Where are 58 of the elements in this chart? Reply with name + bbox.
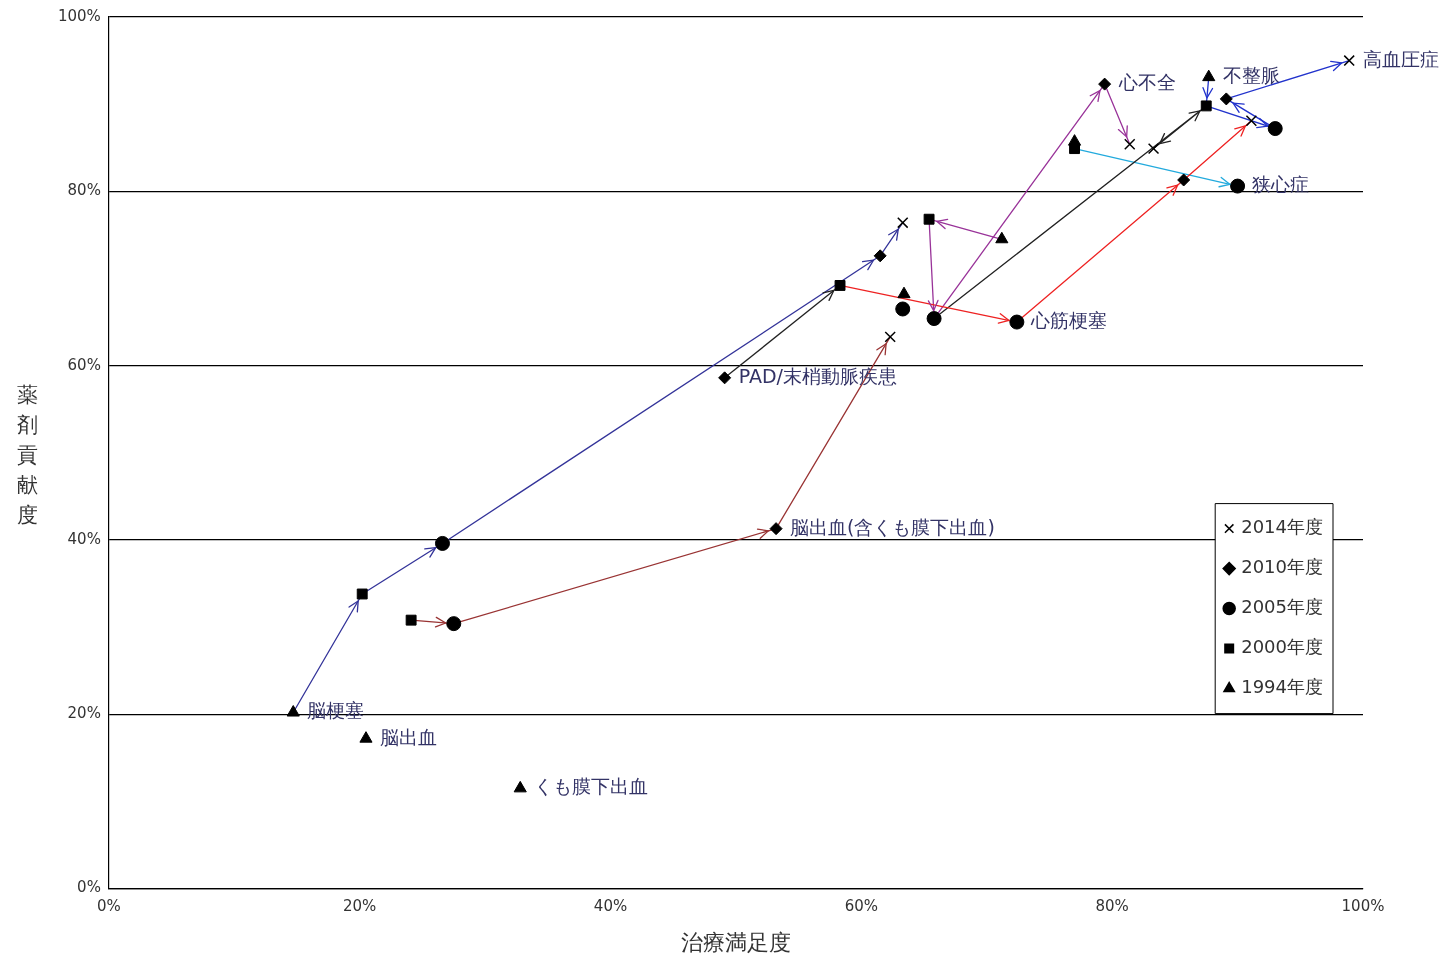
annotation: 高血圧症 [1363, 47, 1440, 70]
point [1200, 100, 1212, 112]
point [769, 522, 783, 536]
annotation: 狭心症 [1251, 173, 1309, 196]
point [897, 217, 909, 229]
y-axis-title: 薬剤貢献度 [15, 382, 39, 529]
point [834, 280, 846, 291]
point [446, 616, 462, 632]
point [1267, 121, 1283, 137]
x-tick-label: 40% [593, 897, 628, 916]
x-tick-label: 60% [844, 897, 879, 916]
point [884, 331, 896, 343]
point [1009, 314, 1025, 330]
y-tick-label: 60% [67, 355, 101, 374]
point [405, 614, 417, 626]
annotation: 脳出血(含くも膜下出血) [790, 515, 995, 538]
y-tick-label: 0% [77, 878, 101, 897]
point [513, 780, 527, 793]
point [1202, 69, 1216, 82]
y-tick-label: 20% [67, 704, 101, 723]
point [1245, 115, 1258, 127]
legend-label: 2014年度 [1241, 516, 1323, 538]
point [1124, 138, 1136, 150]
y-tick-label: 40% [67, 529, 101, 548]
y-tick-label: 100% [57, 6, 101, 25]
point [1098, 77, 1112, 91]
annotation: 不整脈 [1222, 64, 1280, 87]
legend-label: 1994年度 [1241, 676, 1323, 698]
x-axis-title: 治療満足度 [680, 929, 791, 955]
annotation: くも膜下出血 [534, 775, 649, 798]
legend-label: 2010年度 [1241, 556, 1323, 578]
point [286, 705, 300, 717]
y-tick-label: 80% [67, 181, 101, 200]
legend-label: 2005年度 [1241, 596, 1323, 618]
annotation: 脳出血 [379, 725, 437, 748]
x-tick-label: 100% [1341, 897, 1385, 916]
point [1219, 92, 1233, 106]
point [1177, 173, 1191, 187]
legend-label: 2000年度 [1241, 636, 1323, 658]
point [895, 301, 911, 317]
point [1343, 54, 1355, 67]
point [995, 231, 1009, 244]
point [923, 213, 935, 225]
point [1230, 178, 1246, 194]
x-tick-label: 0% [96, 897, 121, 916]
point [356, 588, 368, 600]
x-tick-label: 20% [343, 897, 377, 916]
point [359, 731, 373, 743]
point [718, 371, 732, 385]
point [1069, 143, 1080, 155]
point [873, 249, 887, 263]
point [897, 286, 911, 299]
annotation: 心不全 [1117, 71, 1176, 94]
point [926, 311, 942, 327]
x-tick-label: 80% [1095, 897, 1129, 916]
annotation: 心筋梗塞 [1029, 309, 1107, 331]
point [1147, 142, 1160, 155]
point [434, 535, 450, 551]
